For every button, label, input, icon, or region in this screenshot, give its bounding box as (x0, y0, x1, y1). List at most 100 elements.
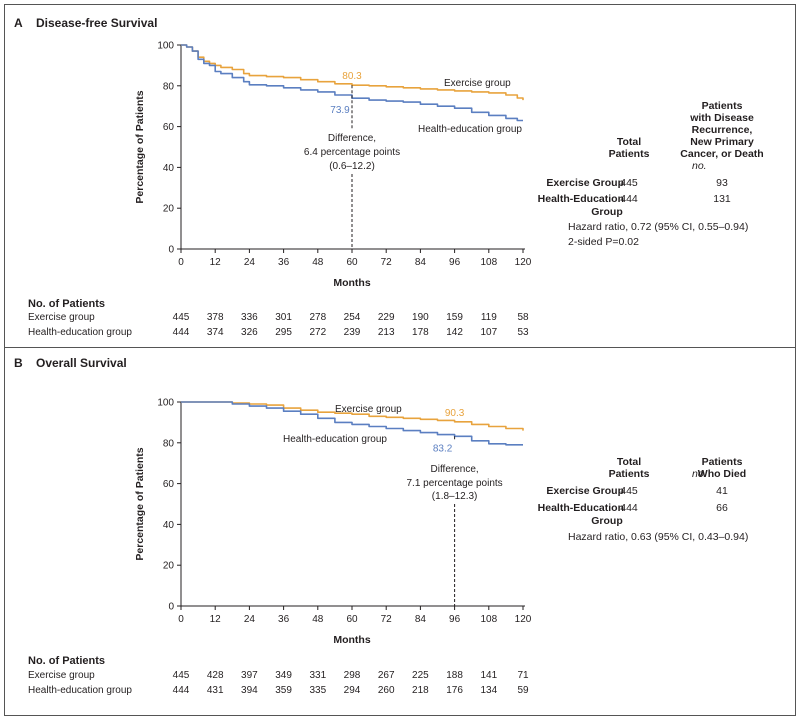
at-risk-row-label: Health-education group (28, 685, 132, 696)
at-risk-value: 107 (480, 327, 497, 338)
at-risk-value: 301 (275, 312, 292, 323)
total-patients-cell: 445 (620, 177, 638, 189)
difference-annotation: 6.4 percentage points (304, 147, 400, 158)
y-tick-label: 40 (163, 163, 175, 174)
events-cell: 93 (716, 177, 728, 189)
x-axis-label: Months (333, 277, 370, 289)
at-risk-value: 374 (207, 327, 224, 338)
x-axis-label: Months (333, 634, 370, 646)
table-header: with Disease (689, 112, 754, 124)
at-risk-row-label: Health-education group (28, 327, 132, 338)
group-label: Exercise Group (546, 177, 624, 189)
at-risk-value: 278 (309, 312, 326, 323)
table-header: Who Died (698, 468, 746, 480)
difference-annotation: (0.6–12.2) (329, 161, 375, 172)
at-risk-value: 254 (344, 312, 361, 323)
series-label: Exercise group (335, 404, 402, 415)
at-risk-value: 295 (275, 327, 292, 338)
at-risk-value: 335 (309, 685, 326, 696)
at-risk-value: 119 (481, 312, 497, 323)
y-axis-label: Percentage of Patients (134, 447, 146, 560)
x-tick-label: 36 (278, 257, 290, 268)
table-header: Patients (609, 468, 650, 480)
x-tick-label: 84 (415, 257, 427, 268)
at-risk-value: 218 (412, 685, 429, 696)
difference-annotation: (1.8–12.3) (432, 491, 478, 502)
exercise-value-label: 80.3 (342, 71, 362, 82)
at-risk-value: 225 (412, 670, 429, 681)
y-tick-label: 20 (163, 561, 175, 572)
at-risk-value: 394 (241, 685, 258, 696)
x-tick-label: 108 (480, 614, 497, 625)
panel-title: Disease-free Survival (36, 16, 157, 30)
at-risk-value: 331 (309, 670, 326, 681)
at-risk-value: 190 (412, 312, 429, 323)
y-tick-label: 100 (157, 41, 174, 52)
at-risk-row-label: Exercise group (28, 312, 95, 323)
footnote: 2-sided P=0.02 (568, 236, 639, 248)
table-header: Patients (702, 100, 743, 112)
series-label: Health-education group (283, 434, 387, 445)
x-tick-label: 24 (244, 257, 256, 268)
y-tick-label: 100 (157, 398, 174, 409)
at-risk-value: 229 (378, 312, 395, 323)
table-header: Total (617, 456, 641, 468)
at-risk-value: 298 (344, 670, 361, 681)
table-header: Patients (609, 148, 650, 160)
table-header: Recurrence, (692, 124, 753, 136)
y-tick-label: 80 (163, 81, 175, 92)
x-tick-label: 72 (381, 257, 393, 268)
at-risk-title: No. of Patients (28, 298, 105, 310)
footnote: Hazard ratio, 0.72 (95% CI, 0.55–0.94) (568, 221, 748, 233)
health-curve (181, 401, 523, 446)
at-risk-value: 444 (173, 685, 190, 696)
y-tick-label: 20 (163, 204, 175, 215)
panel-divider (4, 347, 796, 348)
x-tick-label: 96 (449, 614, 461, 625)
total-patients-cell: 445 (620, 485, 638, 497)
y-tick-label: 40 (163, 520, 175, 531)
at-risk-value: 336 (241, 312, 258, 323)
at-risk-value: 141 (480, 670, 497, 681)
at-risk-title: No. of Patients (28, 655, 105, 667)
x-tick-label: 120 (515, 257, 532, 268)
events-cell: 41 (716, 485, 728, 497)
exercise-value-label: 90.3 (445, 408, 465, 419)
table-header: Cancer, or Death (680, 148, 763, 160)
events-cell: 66 (716, 502, 728, 514)
total-patients-cell: 444 (620, 193, 638, 205)
at-risk-value: 53 (517, 327, 529, 338)
at-risk-value: 272 (309, 327, 326, 338)
group-label: Group (591, 206, 623, 218)
x-tick-label: 0 (178, 614, 184, 625)
exercise-curve (181, 401, 524, 431)
at-risk-value: 294 (344, 685, 361, 696)
at-risk-value: 58 (517, 312, 529, 323)
y-tick-label: 80 (163, 438, 175, 449)
exercise-curve (181, 44, 524, 101)
x-tick-label: 0 (178, 257, 184, 268)
table-header: Patients (702, 456, 743, 468)
at-risk-value: 178 (412, 327, 429, 338)
at-risk-value: 260 (378, 685, 395, 696)
y-axis-label: Percentage of Patients (134, 90, 146, 203)
y-tick-label: 60 (163, 479, 175, 490)
difference-annotation: 7.1 percentage points (407, 478, 503, 489)
units-label: no. (692, 160, 707, 172)
at-risk-value: 378 (207, 312, 224, 323)
at-risk-value: 239 (344, 327, 361, 338)
panel-letter: B (14, 356, 23, 370)
at-risk-value: 445 (173, 670, 190, 681)
at-risk-value: 188 (446, 670, 463, 681)
x-tick-label: 24 (244, 614, 256, 625)
x-tick-label: 96 (449, 257, 461, 268)
at-risk-value: 134 (480, 685, 497, 696)
x-tick-label: 60 (346, 257, 358, 268)
at-risk-value: 267 (378, 670, 395, 681)
y-tick-label: 0 (168, 602, 174, 613)
at-risk-value: 359 (275, 685, 292, 696)
footnote: Hazard ratio, 0.63 (95% CI, 0.43–0.94) (568, 531, 748, 543)
figure-frame (4, 4, 796, 716)
health-value-label: 73.9 (330, 105, 350, 116)
group-label: Group (591, 515, 623, 527)
